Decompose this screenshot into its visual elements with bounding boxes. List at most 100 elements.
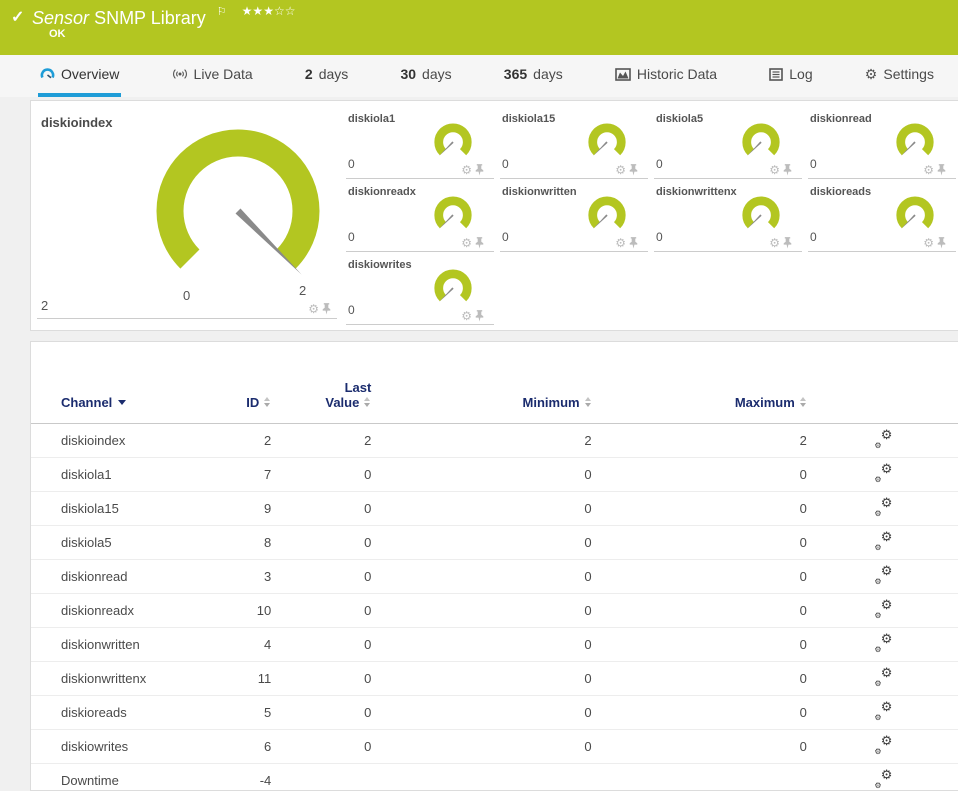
- channel-settings-icon[interactable]: ⚙ ⚙: [874, 563, 893, 586]
- table-row: diskiola1 7 0 0 0 ⚙ ⚙: [31, 457, 958, 492]
- gauge-diskiola1[interactable]: diskiola1 0 ⚙: [346, 106, 494, 179]
- channel-last-value: 0: [271, 491, 372, 526]
- gauge-needle: [747, 141, 762, 156]
- pin-icon[interactable]: [322, 302, 331, 315]
- channel-settings-icon[interactable]: ⚙ ⚙: [874, 665, 893, 688]
- gear-icon[interactable]: ⚙: [615, 235, 626, 250]
- gauge-diskiola5[interactable]: diskiola5 0 ⚙: [654, 106, 802, 179]
- tab-365-days[interactable]: 365 days: [502, 55, 565, 97]
- channel-settings-icon[interactable]: ⚙ ⚙: [874, 495, 893, 518]
- channel-id: 8: [206, 525, 272, 560]
- channel-minimum: 0: [371, 661, 592, 696]
- channel-minimum: 0: [371, 593, 592, 628]
- channel-maximum: 2: [799, 433, 807, 448]
- gear-icon[interactable]: ⚙: [923, 162, 934, 177]
- gauge-value: 0: [810, 157, 817, 171]
- tab-30-days[interactable]: 30 days: [398, 55, 453, 97]
- pin-icon[interactable]: [475, 236, 484, 249]
- tab-settings[interactable]: ⚙ Settings: [863, 55, 936, 97]
- pin-icon[interactable]: [629, 163, 638, 176]
- gear-icon[interactable]: ⚙: [769, 235, 780, 250]
- pin-icon[interactable]: [475, 163, 484, 176]
- tab-2-days[interactable]: 2 days: [303, 55, 350, 97]
- gauge-dial: [742, 123, 780, 156]
- table-header-last-value[interactable]: Last Value: [271, 380, 372, 424]
- tab-live-data[interactable]: Live Data: [170, 55, 255, 97]
- pin-icon[interactable]: [629, 236, 638, 249]
- channel-id: 7: [206, 457, 272, 492]
- channel-settings-icon[interactable]: ⚙ ⚙: [874, 427, 893, 450]
- sort-arrows-icon: [799, 397, 807, 407]
- flag-icon[interactable]: ⚐: [216, 6, 227, 18]
- gear-icon[interactable]: ⚙: [461, 308, 472, 323]
- gauge-dial: [156, 129, 320, 275]
- channel-maximum: 0: [591, 593, 807, 628]
- gauge-diskioreads[interactable]: diskioreads 0 ⚙: [808, 179, 956, 252]
- sensor-tab-bar: Overview Live Data 2 days 30 days 365 da…: [0, 55, 958, 97]
- tab-label: days: [318, 66, 349, 82]
- channel-name: diskioindex: [61, 433, 126, 448]
- channel-name: Downtime: [31, 763, 207, 790]
- gauge-cell-actions: ⚙: [461, 309, 484, 322]
- gear-icon[interactable]: ⚙: [461, 235, 472, 250]
- gear-icon[interactable]: ⚙: [769, 162, 780, 177]
- gauge-cell-actions: ⚙: [923, 163, 946, 176]
- channel-settings-icon[interactable]: ⚙ ⚙: [874, 699, 893, 722]
- gauge-cell-actions: ⚙: [615, 163, 638, 176]
- gauge-title: diskioreads: [810, 186, 872, 198]
- pin-icon[interactable]: [783, 163, 792, 176]
- channel-name: diskiola5: [31, 525, 207, 560]
- gear-icon[interactable]: ⚙: [461, 162, 472, 177]
- gauge-title: diskiola5: [656, 113, 704, 125]
- table-header-id[interactable]: ID: [206, 380, 272, 424]
- channel-minimum: 0: [371, 491, 592, 526]
- log-list-icon: [769, 67, 784, 81]
- gear-icon[interactable]: ⚙: [615, 162, 626, 177]
- tab-log[interactable]: Log: [767, 55, 814, 97]
- pin-icon[interactable]: [475, 309, 484, 322]
- channel-minimum: 0: [371, 695, 592, 730]
- pin-icon[interactable]: [937, 236, 946, 249]
- table-header-minimum[interactable]: Minimum: [371, 380, 592, 424]
- gauge-diskionwritten[interactable]: diskionwritten 0 ⚙: [500, 179, 648, 252]
- channel-settings-icon[interactable]: ⚙ ⚙: [874, 631, 893, 654]
- gauge-cell-actions: ⚙: [923, 236, 946, 249]
- channel-settings-icon[interactable]: ⚙ ⚙: [874, 597, 893, 620]
- gauge-needle: [901, 214, 916, 229]
- priority-stars[interactable]: ★★★☆☆: [241, 4, 296, 18]
- channel-maximum: 0: [591, 457, 807, 492]
- gauge-diskioindex[interactable]: diskioindex 0 2 2 ⚙: [37, 106, 337, 319]
- pin-icon[interactable]: [937, 163, 946, 176]
- table-row: diskioreads 5 0 0 0 ⚙ ⚙: [31, 695, 958, 730]
- channels-table-panel: Channel ID Last Value Minimum Maximum di…: [30, 341, 958, 791]
- gear-icon[interactable]: ⚙: [308, 301, 319, 316]
- tab-overview[interactable]: Overview: [38, 55, 122, 97]
- channel-settings-icon[interactable]: ⚙ ⚙: [874, 461, 893, 484]
- gauge-value: 0: [348, 157, 355, 171]
- gauge-diskionreadx[interactable]: diskionreadx 0 ⚙: [346, 179, 494, 252]
- table-header-maximum[interactable]: Maximum: [591, 380, 807, 424]
- gauge-title: diskionwritten: [502, 186, 577, 198]
- gear-icon[interactable]: ⚙: [923, 235, 934, 250]
- pin-icon[interactable]: [783, 236, 792, 249]
- gauge-diskiowrites[interactable]: diskiowrites 0 ⚙: [346, 252, 494, 325]
- gauge-diskiola15[interactable]: diskiola15 0 ⚙: [500, 106, 648, 179]
- gauge-title: diskionreadx: [348, 186, 416, 198]
- gauge-needle: [593, 214, 608, 229]
- channel-minimum: 0: [371, 729, 592, 764]
- channel-settings-icon[interactable]: ⚙ ⚙: [874, 767, 893, 791]
- gauge-value: 2: [41, 298, 49, 313]
- channel-last-value: 0: [271, 457, 372, 492]
- table-header-channel[interactable]: Channel: [31, 380, 207, 424]
- channel-settings-icon[interactable]: ⚙ ⚙: [874, 733, 893, 756]
- gauge-value: 0: [656, 230, 663, 244]
- channel-minimum: [371, 763, 592, 790]
- gauge-diskionwrittenx[interactable]: diskionwrittenx 0 ⚙: [654, 179, 802, 252]
- tab-historic-data[interactable]: Historic Data: [613, 55, 719, 97]
- channel-id: -4: [206, 763, 272, 790]
- gauge-value: 0: [502, 157, 509, 171]
- gauge-diskionread[interactable]: diskionread 0 ⚙: [808, 106, 956, 179]
- gauge-dial: [742, 196, 780, 229]
- channel-settings-icon[interactable]: ⚙ ⚙: [874, 529, 893, 552]
